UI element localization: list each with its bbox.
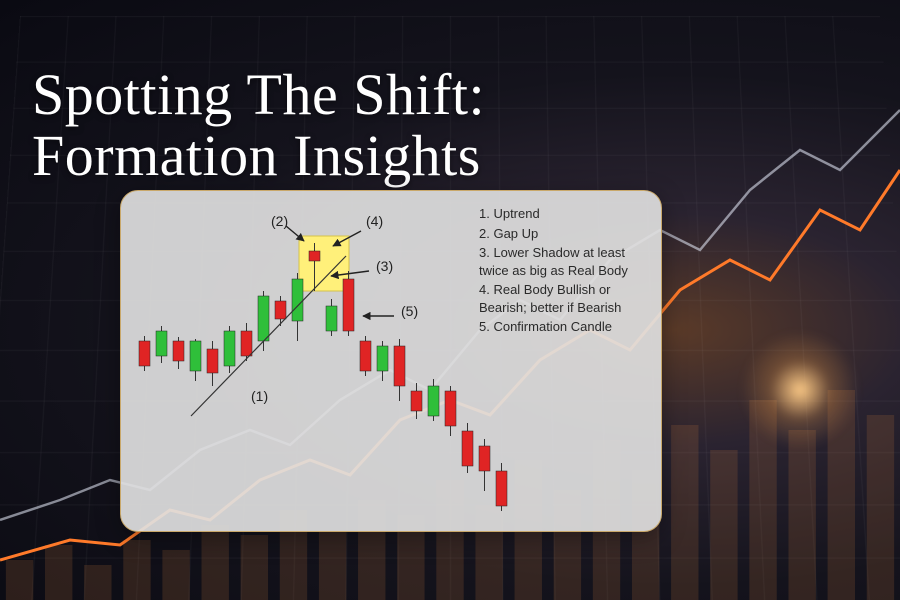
svg-text:(5): (5) [401,303,418,319]
svg-text:(2): (2) [271,213,288,229]
legend: 1. Uptrend 2. Gap Up 3. Lower Shadow at … [479,205,649,338]
legend-item-1: 1. Uptrend [479,205,649,223]
lens-flare [740,330,860,450]
legend-item-3: 3. Lower Shadow at least twice as big as… [479,244,649,279]
page-title: Spotting The Shift: Formation Insights [32,65,485,187]
svg-text:(3): (3) [376,258,393,274]
title-line-2: Formation Insights [32,123,481,188]
svg-text:(1): (1) [251,388,268,404]
legend-item-5: 5. Confirmation Candle [479,318,649,336]
infographic-stage: Spotting The Shift: Formation Insights (… [0,0,900,600]
legend-item-4: 4. Real Body Bullish or Bearish; better … [479,281,649,316]
chart-panel: (1) (2) (4) (3) (5) 1. Uptrend 2. Gap Up 3. … [120,190,662,532]
legend-item-2: 2. Gap Up [479,225,649,243]
title-line-1: Spotting The Shift: [32,62,485,127]
svg-text:(4): (4) [366,213,383,229]
